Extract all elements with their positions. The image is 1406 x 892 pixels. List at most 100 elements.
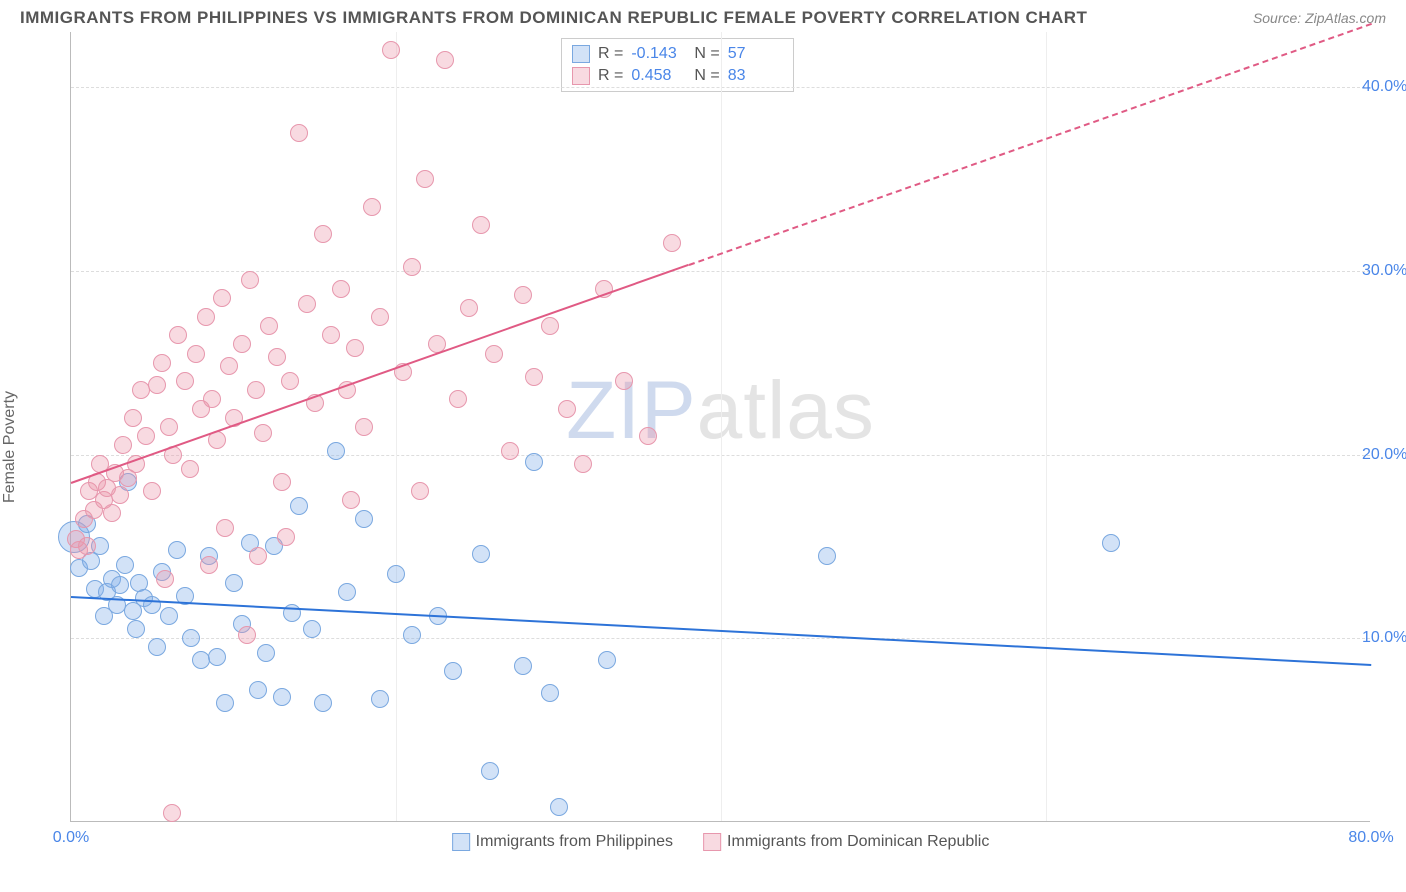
data-point (460, 299, 478, 317)
data-point (485, 345, 503, 363)
data-point (181, 460, 199, 478)
data-point (444, 662, 462, 680)
data-point (411, 482, 429, 500)
stats-row: R = -0.143N = 57 (572, 43, 783, 65)
data-point (281, 372, 299, 390)
data-point (249, 681, 267, 699)
data-point (327, 442, 345, 460)
data-point (213, 289, 231, 307)
data-point (322, 326, 340, 344)
data-point (111, 486, 129, 504)
y-tick-label: 30.0% (1362, 262, 1406, 280)
data-point (160, 418, 178, 436)
legend-item: Immigrants from Dominican Republic (703, 833, 989, 851)
data-point (273, 688, 291, 706)
stats-row: R = 0.458N = 83 (572, 65, 783, 87)
data-point (525, 368, 543, 386)
data-point (192, 651, 210, 669)
data-point (436, 51, 454, 69)
y-tick-label: 20.0% (1362, 446, 1406, 464)
plot-area: ZIPatlas R = -0.143N = 57R = 0.458N = 83… (70, 32, 1370, 822)
data-point (116, 556, 134, 574)
data-point (257, 644, 275, 662)
data-point (208, 648, 226, 666)
data-point (403, 626, 421, 644)
chart-title: IMMIGRANTS FROM PHILIPPINES VS IMMIGRANT… (20, 8, 1087, 28)
data-point (168, 541, 186, 559)
legend: Immigrants from Philippines Immigrants fr… (452, 833, 990, 851)
data-point (143, 596, 161, 614)
data-point (574, 455, 592, 473)
correlation-stats-box: R = -0.143N = 57R = 0.458N = 83 (561, 38, 794, 92)
data-point (254, 424, 272, 442)
data-point (216, 694, 234, 712)
data-point (541, 317, 559, 335)
data-point (216, 519, 234, 537)
legend-swatch (452, 833, 470, 851)
data-point (233, 335, 251, 353)
data-point (332, 280, 350, 298)
legend-swatch (572, 45, 590, 63)
data-point (387, 565, 405, 583)
data-point (182, 629, 200, 647)
data-point (298, 295, 316, 313)
data-point (249, 547, 267, 565)
data-point (114, 436, 132, 454)
data-point (525, 453, 543, 471)
data-point (176, 372, 194, 390)
legend-swatch (572, 67, 590, 85)
data-point (314, 694, 332, 712)
data-point (268, 348, 286, 366)
data-point (241, 271, 259, 289)
data-point (363, 198, 381, 216)
data-point (481, 762, 499, 780)
data-point (558, 400, 576, 418)
data-point (187, 345, 205, 363)
data-point (416, 170, 434, 188)
data-point (514, 286, 532, 304)
gridline-vertical (396, 32, 397, 821)
data-point (1102, 534, 1120, 552)
data-point (403, 258, 421, 276)
data-point (615, 372, 633, 390)
data-point (247, 381, 265, 399)
data-point (472, 216, 490, 234)
data-point (78, 537, 96, 555)
data-point (273, 473, 291, 491)
data-point (238, 626, 256, 644)
data-point (501, 442, 519, 460)
data-point (514, 657, 532, 675)
data-point (220, 357, 238, 375)
data-point (371, 690, 389, 708)
data-point (148, 376, 166, 394)
gridline-vertical (721, 32, 722, 821)
data-point (111, 576, 129, 594)
data-point (303, 620, 321, 638)
data-point (163, 804, 181, 822)
x-tick-label: 0.0% (53, 829, 89, 847)
data-point (103, 504, 121, 522)
data-point (148, 638, 166, 656)
data-point (156, 570, 174, 588)
data-point (338, 583, 356, 601)
data-point (550, 798, 568, 816)
data-point (342, 491, 360, 509)
data-point (346, 339, 364, 357)
data-point (355, 510, 373, 528)
data-point (225, 574, 243, 592)
data-point (290, 124, 308, 142)
data-point (153, 354, 171, 372)
data-point (598, 651, 616, 669)
legend-item: Immigrants from Philippines (452, 833, 673, 851)
data-point (197, 308, 215, 326)
y-tick-label: 10.0% (1362, 629, 1406, 647)
data-point (818, 547, 836, 565)
data-point (137, 427, 155, 445)
data-point (203, 390, 221, 408)
data-point (277, 528, 295, 546)
trend-line (71, 264, 689, 484)
data-point (260, 317, 278, 335)
data-point (290, 497, 308, 515)
data-point (472, 545, 490, 563)
data-point (371, 308, 389, 326)
